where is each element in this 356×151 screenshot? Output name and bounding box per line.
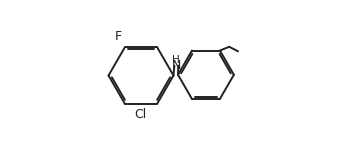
Text: H: H [172,55,180,65]
Text: F: F [115,30,122,43]
Text: N: N [172,59,181,72]
Text: Cl: Cl [134,108,146,121]
